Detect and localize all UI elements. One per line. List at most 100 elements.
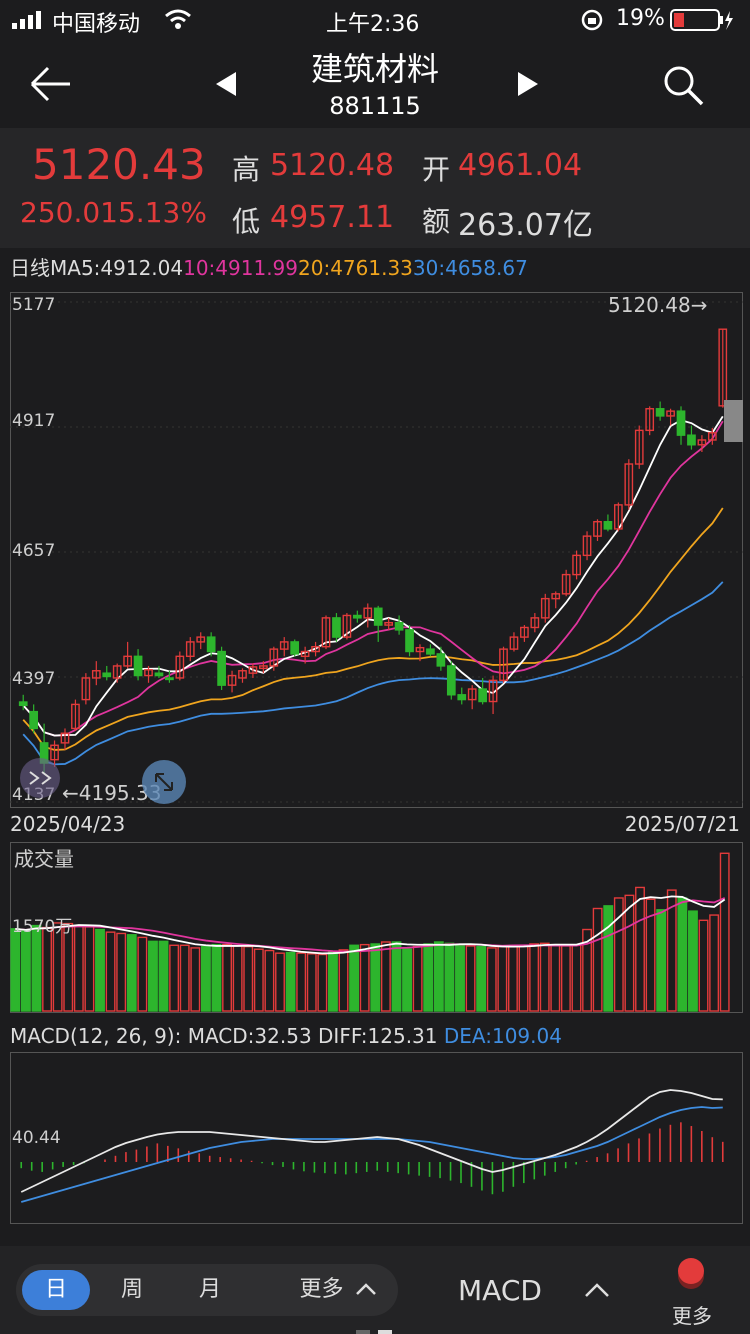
diff-value: DIFF:125.31 xyxy=(318,1024,438,1048)
tab-more[interactable]: 更多 xyxy=(286,1270,390,1310)
volume-bar-down xyxy=(328,951,338,1012)
next-stock-button[interactable] xyxy=(516,70,540,102)
chevron-up-icon xyxy=(355,1283,376,1295)
volume-bar-up xyxy=(412,945,423,1012)
candle-down xyxy=(290,641,300,655)
volume-bar-down xyxy=(95,928,105,1012)
high-label: 高 xyxy=(232,153,261,186)
candle-down xyxy=(655,408,665,417)
volume-bar-up xyxy=(613,897,624,1012)
candle-up xyxy=(384,621,394,626)
scroll-thumb[interactable] xyxy=(724,400,743,442)
volume-bar-up xyxy=(222,943,232,1012)
volume-bar-down xyxy=(200,945,211,1012)
indicator-toggle[interactable] xyxy=(584,1282,610,1302)
date-start: 2025/04/23 xyxy=(10,812,126,836)
search-button[interactable] xyxy=(662,64,704,110)
back-button[interactable] xyxy=(28,62,74,110)
volume-bar-down xyxy=(126,934,137,1012)
volume-bar-up xyxy=(232,945,243,1012)
low-label: 低 xyxy=(232,205,261,238)
y-tick: 4657 xyxy=(12,541,55,561)
volume-bar-up xyxy=(497,945,508,1012)
candle-up xyxy=(467,688,477,701)
volume-bar-down xyxy=(603,905,614,1012)
volume-bar-down xyxy=(433,941,444,1012)
volume-bar-up xyxy=(380,941,391,1012)
more-label: 更多 xyxy=(672,1304,712,1328)
volume-bar-up xyxy=(518,944,529,1012)
volume-bar-up xyxy=(550,943,561,1012)
date-end: 2025/07/21 xyxy=(624,812,740,836)
volume-bar-down xyxy=(402,948,412,1012)
indicator-select[interactable]: MACD xyxy=(458,1274,542,1307)
candle-up xyxy=(624,463,634,506)
volume-bar-up xyxy=(63,922,74,1012)
candle-up xyxy=(185,641,195,658)
candle-up xyxy=(300,650,310,658)
volume-bar-down xyxy=(677,897,688,1012)
volume-bar-up xyxy=(42,926,52,1012)
collapse-button[interactable] xyxy=(20,758,60,798)
ma-legend: 日线MA5:4912.0410:4911.9920:4761.3330:4658… xyxy=(0,250,750,286)
candle-up xyxy=(259,665,268,670)
macd-value: MACD:32.53 xyxy=(187,1024,312,1048)
macd-tick: 40.44 xyxy=(12,1128,61,1148)
candle-up xyxy=(123,655,132,667)
more-menu-button[interactable] xyxy=(676,1256,706,1294)
expand-button[interactable] xyxy=(142,760,186,804)
volume-bar-down xyxy=(20,930,31,1012)
candle-down xyxy=(165,677,174,681)
volume-bar-down xyxy=(455,944,465,1012)
candle-up xyxy=(311,646,320,653)
candle-up xyxy=(551,593,561,600)
volume-bar-up xyxy=(465,945,476,1012)
macd-params: MACD(12, 26, 9): xyxy=(10,1024,182,1048)
volume-bar-up xyxy=(719,852,730,1012)
volume-bar-down xyxy=(158,940,169,1012)
tab-week[interactable]: 周 xyxy=(120,1277,143,1302)
triangle-left-icon xyxy=(216,72,236,96)
dea-line xyxy=(20,1106,723,1203)
volume-chart[interactable]: 成交量 1570万 xyxy=(10,842,743,1013)
signal-icon xyxy=(12,10,48,35)
volume-ma10-line xyxy=(15,897,726,953)
candle-down xyxy=(352,614,362,619)
prev-stock-button[interactable] xyxy=(214,70,238,102)
wifi-icon xyxy=(164,8,192,36)
volume-bar-up xyxy=(317,953,328,1012)
tab-month[interactable]: 月 xyxy=(198,1277,221,1302)
kline-chart[interactable]: 5177 4917 4657 4397 4137 5120.48→ ←4195.… xyxy=(10,292,743,808)
volume-bar-down xyxy=(423,943,434,1012)
clock: 上午2:36 xyxy=(326,12,420,37)
candle-up xyxy=(415,646,425,653)
candle-down xyxy=(687,434,696,446)
ma-prefix: 日线 xyxy=(10,256,50,280)
tab-day[interactable]: 日 xyxy=(22,1270,90,1310)
volume-bar-up xyxy=(73,924,84,1012)
y-tick: 4397 xyxy=(12,669,55,689)
candle-down xyxy=(18,701,28,707)
volume-bar-up xyxy=(243,945,254,1012)
candle-up xyxy=(634,429,644,465)
candle-up xyxy=(248,666,258,674)
ma5-value: MA5:4912.04 xyxy=(50,256,184,280)
candle-up xyxy=(175,655,185,679)
volume-bar-up xyxy=(666,889,677,1012)
candle-up xyxy=(279,641,289,650)
macd-chart[interactable]: 40.44 xyxy=(10,1052,743,1224)
ma30-value: 30:4658.67 xyxy=(412,256,528,280)
candle-up xyxy=(718,328,728,407)
candle-down xyxy=(29,710,39,730)
candle-up xyxy=(71,703,80,730)
arrow-left-icon xyxy=(30,66,70,102)
nav-bar: 建筑材料 881115 xyxy=(0,40,750,128)
volume-bar-up xyxy=(190,947,201,1012)
volume-bar-up xyxy=(592,907,603,1012)
candle-up xyxy=(561,573,571,595)
rotation-lock-icon xyxy=(580,8,604,38)
candle-down xyxy=(436,653,446,667)
candle-down xyxy=(133,655,143,677)
ma20-value: 20:4761.33 xyxy=(298,256,413,280)
stock-code: 881115 xyxy=(329,92,421,120)
